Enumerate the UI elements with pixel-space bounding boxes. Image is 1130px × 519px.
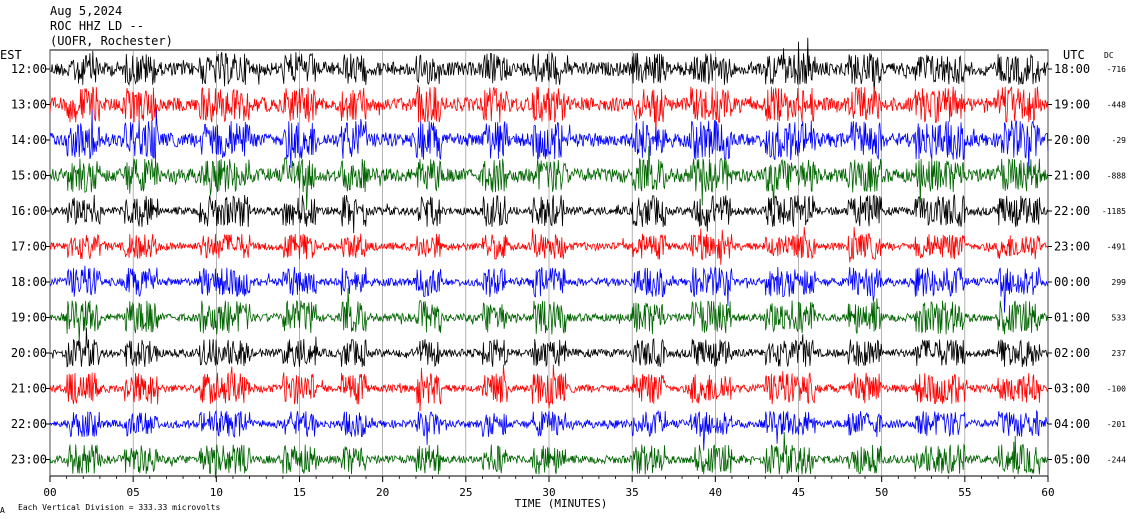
x-tick-label-25: 25: [459, 486, 472, 499]
x-tick-label-15: 15: [293, 486, 306, 499]
scale-note: Each Vertical Division = 333.33 microvol…: [18, 503, 221, 512]
seismic-trace-2100: [49, 364, 1049, 412]
seismic-trace-1600: [49, 194, 1049, 234]
dc-offset-label: -448: [1107, 101, 1126, 110]
seismic-trace-1400: [49, 109, 1049, 173]
x-tick-label-45: 45: [792, 486, 805, 499]
est-hour-label: 17:00: [11, 240, 47, 254]
x-tick-label-30: 30: [542, 486, 555, 499]
x-tick-label-50: 50: [875, 486, 888, 499]
est-hour-label: 23:00: [11, 453, 47, 467]
x-tick-label-40: 40: [709, 486, 722, 499]
utc-hour-label: 23:00: [1054, 240, 1090, 254]
seismic-trace-2000: [49, 327, 1049, 368]
dc-offset-label: 299: [1112, 278, 1127, 287]
dc-offset-label: -244: [1107, 456, 1126, 465]
seismic-trace-2300: [49, 432, 1049, 479]
dc-offset-label: -29: [1112, 136, 1127, 145]
seismic-trace-1800: [49, 265, 1049, 313]
dc-offset-label: -716: [1107, 65, 1126, 74]
trace-group: [49, 37, 1049, 479]
seismic-trace-1200: [49, 37, 1049, 96]
utc-zone-label: UTC: [1063, 48, 1085, 62]
seismic-trace-1700: [49, 226, 1049, 265]
x-tick-label-10: 10: [210, 486, 223, 499]
utc-hour-label: 05:00: [1054, 453, 1090, 467]
station-label: ROC HHZ LD --: [50, 19, 144, 33]
dc-header-label: DC: [1104, 51, 1114, 60]
est-hour-label: 16:00: [11, 204, 47, 218]
dc-offset-label: 533: [1112, 314, 1127, 323]
est-hour-label: 21:00: [11, 382, 47, 396]
utc-hour-label: 02:00: [1054, 346, 1090, 360]
est-hour-label: 20:00: [11, 346, 47, 360]
est-hour-label: 19:00: [11, 311, 47, 325]
location-label: (UOFR, Rochester): [50, 34, 173, 48]
x-tick-label-05: 05: [127, 486, 140, 499]
x-axis-title: TIME (MINUTES): [515, 497, 608, 510]
utc-hour-label: 22:00: [1054, 204, 1090, 218]
dc-offset-label: -100: [1107, 385, 1126, 394]
est-hour-label: 15:00: [11, 169, 47, 183]
seismic-trace-1500: [49, 146, 1049, 211]
dc-offset-label: -201: [1107, 420, 1126, 429]
est-hour-label: 14:00: [11, 133, 47, 147]
est-hour-label: 18:00: [11, 275, 47, 289]
x-tick-label-60: 60: [1041, 486, 1054, 499]
corner-mark: A: [0, 506, 5, 515]
est-hour-label: 13:00: [11, 98, 47, 112]
dc-offset-label: -888: [1107, 172, 1126, 181]
est-hour-label: 12:00: [11, 62, 47, 76]
dc-offset-label: 237: [1112, 349, 1127, 358]
label-group: 00 05 10 15 20 25 30 35 40 45 50 55 60 TIME (MINUTES)…: [11, 62, 1126, 510]
seismic-trace-1300: [49, 84, 1049, 139]
x-tick-label-55: 55: [958, 486, 971, 499]
utc-hour-label: 04:00: [1054, 417, 1090, 431]
est-hour-label: 22:00: [11, 417, 47, 431]
utc-hour-label: 00:00: [1054, 275, 1090, 289]
utc-hour-label: 20:00: [1054, 133, 1090, 147]
dc-offset-label: -491: [1107, 243, 1126, 252]
seismic-trace-2200: [49, 409, 1049, 451]
date-label: Aug 5,2024: [50, 4, 123, 18]
utc-hour-label: 19:00: [1054, 98, 1090, 112]
utc-hour-label: 21:00: [1054, 169, 1090, 183]
utc-hour-label: 18:00: [1054, 62, 1090, 76]
utc-hour-label: 01:00: [1054, 311, 1090, 325]
dc-offset-label: -1185: [1102, 207, 1126, 216]
x-tick-label-35: 35: [626, 486, 639, 499]
x-tick-label-00: 00: [43, 486, 56, 499]
utc-hour-label: 03:00: [1054, 382, 1090, 396]
est-zone-label: EST: [0, 48, 22, 62]
seismic-trace-1900: [49, 288, 1049, 344]
x-tick-label-20: 20: [376, 486, 389, 499]
